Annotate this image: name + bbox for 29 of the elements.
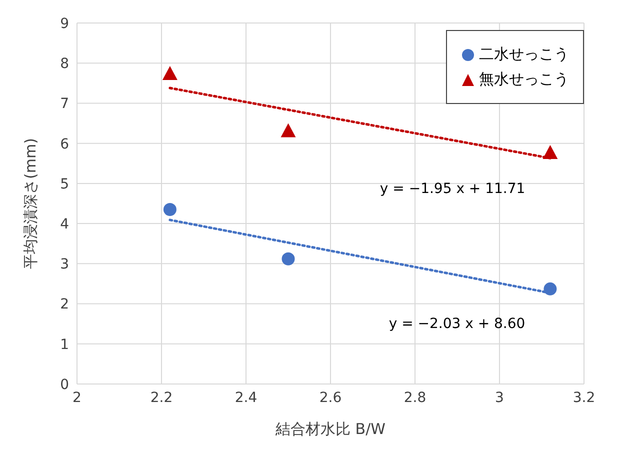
point — [280, 123, 296, 138]
x-tick-label: 2.8 — [404, 390, 426, 406]
x-tick-label: 3.2 — [572, 390, 596, 406]
y-tick-label: 1 — [60, 336, 69, 353]
x-tick-label: 2.4 — [234, 390, 258, 406]
legend-label: 無水せっこう — [479, 70, 569, 89]
x-tick-label: 2 — [72, 390, 82, 406]
y-tick-label: 4 — [60, 216, 70, 233]
x-axis-title: 結合材水比 B/W — [274, 420, 386, 438]
annotation: y = −2.03 x + 8.60 — [388, 316, 526, 332]
y-tick-label: 2 — [60, 296, 69, 313]
annotation: y = −1.95 x + 11.71 — [380, 181, 526, 198]
point — [282, 252, 295, 266]
y-tick-label: 9 — [60, 16, 69, 32]
legend-label: 二水せっこう — [479, 45, 569, 64]
point — [162, 66, 178, 80]
point — [544, 282, 557, 296]
y-tick-label: 0 — [60, 376, 69, 393]
x-tick-label: 2.6 — [319, 390, 342, 406]
y-tick-label: 8 — [60, 56, 69, 72]
y-axis-title: 平均浸漬深さ(mm) — [21, 138, 40, 269]
x-tick-label: 2.2 — [150, 390, 173, 406]
point — [542, 144, 558, 159]
y-tick-label: 3 — [60, 256, 69, 273]
y-tick-label: 6 — [60, 136, 70, 152]
point — [163, 203, 176, 216]
y-tick-label: 7 — [60, 96, 69, 112]
x-tick-label: 3 — [495, 390, 504, 406]
y-tick-label: 5 — [60, 176, 69, 192]
